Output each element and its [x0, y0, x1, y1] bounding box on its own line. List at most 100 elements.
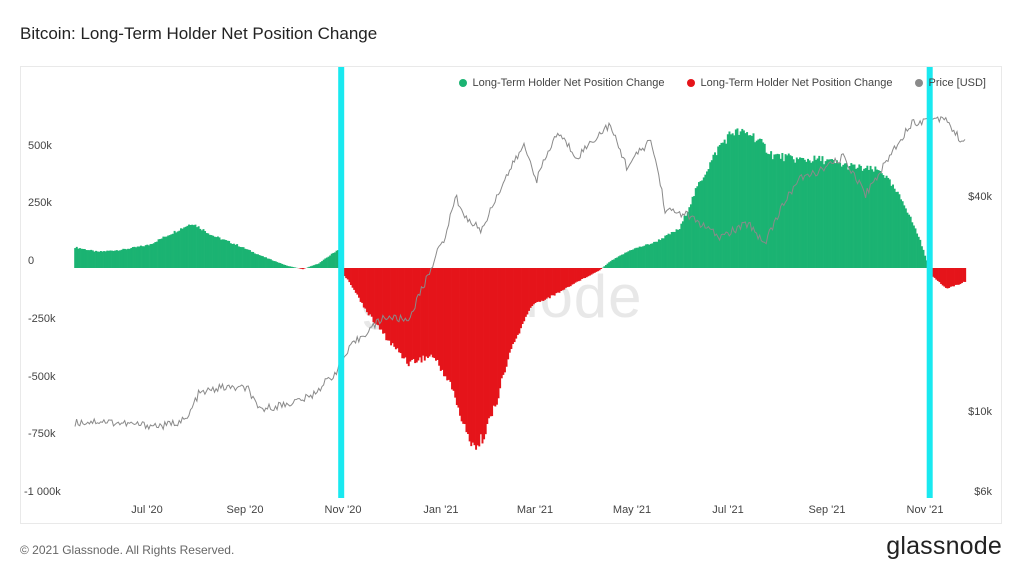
brand-logo: glassnode — [886, 532, 1002, 560]
bar-positive — [333, 252, 336, 268]
bar-positive — [885, 175, 888, 268]
bar-positive — [313, 265, 316, 268]
bar-negative — [356, 268, 359, 295]
bar-negative — [959, 268, 962, 285]
bar-positive — [240, 247, 243, 268]
bar-positive — [760, 138, 763, 268]
bar-negative — [422, 268, 425, 356]
legend-item-price[interactable]: Price [USD] — [914, 77, 986, 89]
bar-positive — [842, 164, 845, 268]
bar-positive — [851, 164, 854, 268]
bar-negative — [366, 268, 368, 313]
bar-negative — [467, 268, 470, 434]
bar-negative — [513, 268, 516, 343]
bar-positive — [845, 163, 848, 268]
bar-positive — [293, 267, 296, 268]
bar-negative — [425, 268, 428, 357]
bar-negative — [484, 268, 487, 435]
bar-positive — [91, 250, 94, 268]
bar-positive — [717, 146, 720, 268]
bar-positive — [624, 252, 627, 268]
bar-positive — [712, 154, 715, 268]
bar-positive — [103, 251, 106, 268]
bar-positive — [176, 231, 179, 268]
x-tick: Nov '20 — [324, 504, 362, 516]
bar-positive — [863, 168, 866, 268]
bar-negative — [596, 268, 599, 272]
bar-positive — [74, 248, 77, 268]
bar-positive — [167, 235, 170, 268]
bar-positive — [228, 240, 231, 268]
bar-negative — [361, 268, 364, 303]
bar-negative — [590, 268, 593, 275]
bar-positive — [693, 196, 696, 268]
bar-positive — [147, 245, 150, 268]
copyright-text: © 2021 Glassnode. All Rights Reserved. — [20, 543, 235, 557]
bar-positive — [117, 250, 120, 268]
bar-negative — [529, 268, 532, 308]
bar-negative — [407, 268, 410, 367]
bar-positive — [260, 255, 263, 268]
bar-negative — [426, 268, 429, 358]
bar-negative — [544, 268, 546, 300]
bar-negative — [536, 268, 538, 303]
bar-positive — [871, 169, 874, 268]
bar-positive — [813, 155, 816, 268]
bar-positive — [130, 247, 133, 268]
bar-positive — [839, 162, 842, 268]
bar-positive — [325, 257, 328, 268]
bar-positive — [266, 258, 269, 268]
bar-negative — [576, 268, 579, 282]
bar-positive — [786, 155, 789, 268]
legend-item-negative[interactable]: Long-Term Holder Net Position Change — [686, 77, 893, 89]
bar-positive — [196, 227, 199, 268]
bar-positive — [795, 157, 798, 268]
bar-positive — [619, 255, 622, 268]
bar-positive — [880, 173, 883, 268]
bar-positive — [162, 236, 165, 268]
bar-positive — [669, 234, 672, 268]
bar-negative — [946, 268, 949, 289]
bar-negative — [595, 268, 598, 272]
bar-negative — [483, 268, 486, 440]
bar-positive — [770, 151, 773, 268]
bar-negative — [960, 268, 963, 284]
bar-negative — [369, 268, 372, 315]
bar-positive — [659, 240, 662, 268]
legend-item-positive[interactable]: Long-Term Holder Net Position Change — [458, 77, 665, 89]
bar-positive — [239, 246, 242, 268]
bar-positive — [183, 227, 186, 268]
bar-positive — [757, 139, 760, 268]
bar-positive — [234, 244, 237, 268]
bar-positive — [629, 250, 631, 268]
bar-positive — [141, 246, 144, 268]
bar-negative — [370, 268, 373, 317]
bar-negative — [600, 268, 603, 269]
bar-positive — [901, 201, 904, 268]
bar-negative — [528, 268, 530, 311]
bar-negative — [524, 268, 527, 317]
bar-positive — [125, 249, 128, 268]
bar-positive — [79, 248, 81, 268]
bar-positive — [309, 266, 312, 268]
bar-positive — [787, 153, 790, 268]
bar-negative — [452, 268, 455, 391]
y-left-tick: 0 — [28, 255, 35, 267]
bar-negative — [550, 268, 553, 296]
bar-positive — [613, 259, 615, 268]
bar-negative — [561, 268, 564, 291]
bar-positive — [917, 236, 920, 268]
bar-negative — [500, 268, 503, 379]
bar-negative — [593, 268, 596, 273]
bar-positive — [859, 165, 862, 268]
bar-positive — [696, 186, 699, 268]
bar-positive — [242, 247, 245, 268]
bar-positive — [861, 170, 864, 268]
bar-positive — [704, 174, 707, 268]
bar-negative — [489, 268, 492, 417]
bar-positive — [604, 265, 607, 268]
bar-positive — [216, 236, 219, 268]
bar-positive — [848, 166, 851, 268]
bar-positive — [614, 258, 617, 268]
